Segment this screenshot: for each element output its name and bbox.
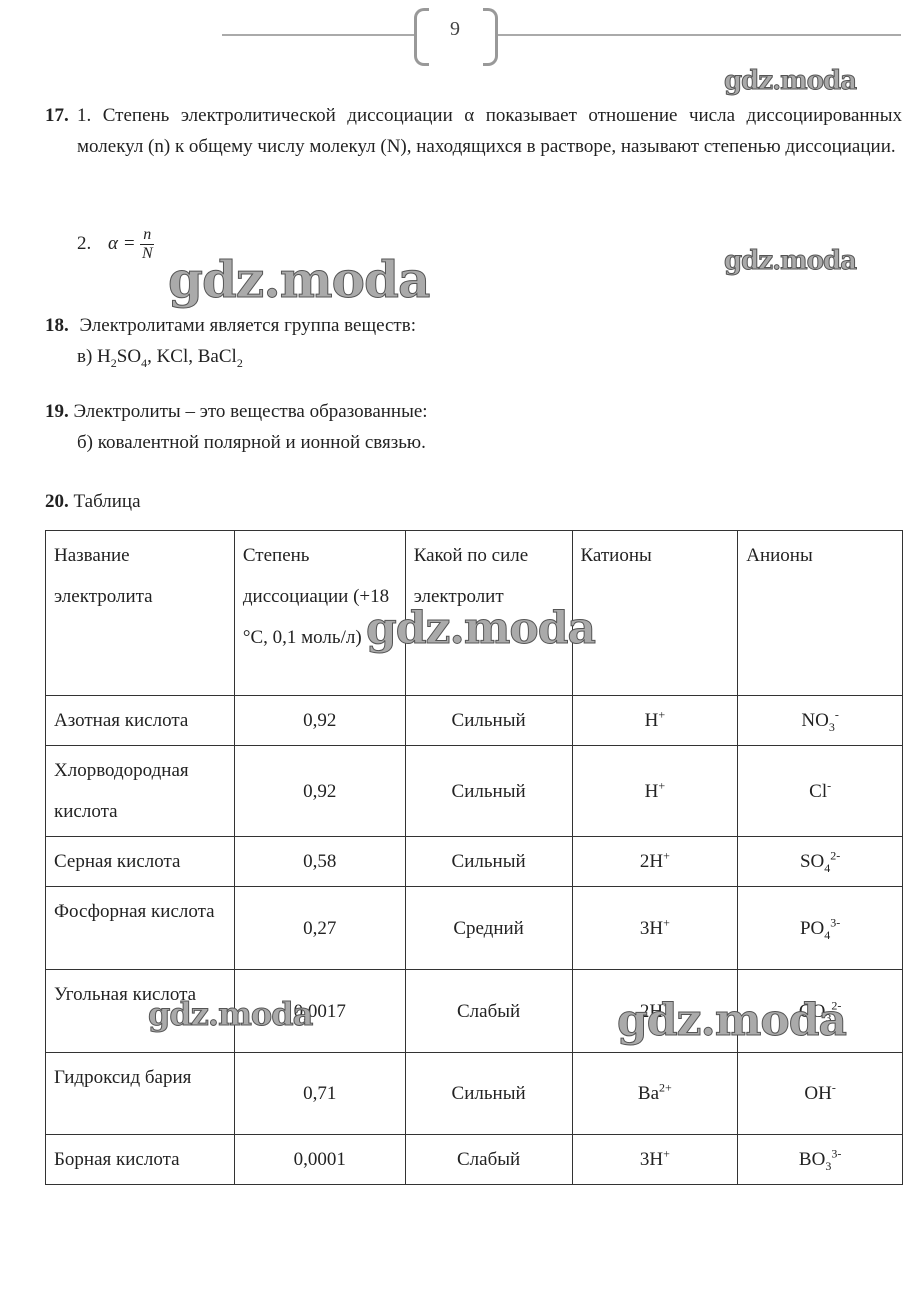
electrolyte-name: Азотная кислота <box>45 695 235 746</box>
q17-part1: 1. Степень электролитической диссоциации… <box>77 105 902 157</box>
electrolyte-name: Серная кислота <box>45 836 235 887</box>
question-number: 18. <box>45 315 69 336</box>
dissociation-degree: 0,92 <box>233 695 406 746</box>
dissociation-degree: 0,92 <box>233 745 406 837</box>
cation: 3H+ <box>571 1134 739 1185</box>
dissociation-degree: 0,27 <box>233 886 406 970</box>
strength: Сильный <box>404 745 573 837</box>
table-row: Борная кислота 0,0001 Слабый 3H+ BO33- <box>45 1134 903 1185</box>
table-row: Фосфорная кислота 0,27 Средний 3H+ PO43- <box>45 886 903 970</box>
q19: 19. Электролиты – это вещества образован… <box>45 396 428 458</box>
electrolyte-name: Хлорводородная кислота <box>45 745 235 837</box>
table-row: Серная кислота 0,58 Сильный 2H+ SO42- <box>45 836 903 887</box>
dissociation-degree: 0,58 <box>233 836 406 887</box>
question-number: 20. <box>45 491 69 512</box>
dissociation-degree: 0,0001 <box>233 1134 406 1185</box>
q19-answer: б) ковалентной полярной и ионной связью. <box>77 432 426 453</box>
watermark: gdz.moda <box>616 995 847 1047</box>
dissociation-degree: 0,71 <box>233 1052 406 1135</box>
q18-text: Электролитами является группа веществ: <box>79 315 416 336</box>
strength: Средний <box>404 886 573 970</box>
strength: Слабый <box>404 969 573 1053</box>
header-cell: Катионы <box>571 530 739 696</box>
anion: Cl- <box>737 745 903 837</box>
question-number: 17. <box>45 105 69 126</box>
table-row: Гидроксид бария 0,71 Сильный Ba2+ OH- <box>45 1052 903 1135</box>
page-number: 9 <box>450 18 460 40</box>
q20-title: Таблица <box>73 491 141 512</box>
formula-label: 2. <box>77 232 92 254</box>
dissociation-degree: 0,0017 <box>233 969 406 1053</box>
cation: H+ <box>571 745 739 837</box>
strength: Сильный <box>404 836 573 887</box>
anion: SO42- <box>737 836 903 887</box>
electrolyte-table: Название электролита Степень диссоциации… <box>45 530 903 1185</box>
cation: 2H+ <box>571 836 739 887</box>
page-bracket-left <box>414 8 429 66</box>
question-number: 19. <box>45 401 69 422</box>
header-cell: Название электролита <box>45 530 235 696</box>
header-cell: Какой по силе электролит <box>404 530 573 696</box>
cation: H+ <box>571 695 739 746</box>
cation: Ba2+ <box>571 1052 739 1135</box>
anion: CO32- <box>737 969 903 1053</box>
numerator: n <box>140 226 155 245</box>
header-rule-left <box>222 34 415 36</box>
header-cell: Анионы <box>737 530 903 696</box>
denominator: N <box>141 245 153 262</box>
anion: OH- <box>737 1052 903 1135</box>
electrolyte-name: Угольная кислота <box>45 969 235 1053</box>
cation: 3H+ <box>571 886 739 970</box>
watermark: gdz.moda <box>723 246 857 277</box>
table-row: Угольная кислота 0,0017 Слабый 2H+ CO32- <box>45 969 903 1053</box>
strength: Слабый <box>404 1134 573 1185</box>
table-row: Азотная кислота 0,92 Сильный H+ NO3- <box>45 695 903 746</box>
q18: 18. Электролитами является группа вещест… <box>45 310 416 372</box>
strength: Сильный <box>404 695 573 746</box>
strength: Сильный <box>404 1052 573 1135</box>
page-bracket-right <box>483 8 498 66</box>
q18-answer: в) H2SO4, KCl, BaCl2 <box>77 346 243 370</box>
cation: 2H+ <box>571 969 739 1053</box>
electrolyte-name: Борная кислота <box>45 1134 235 1185</box>
q20: 20. Таблица <box>45 486 141 517</box>
anion: PO43- <box>737 886 903 970</box>
anion: NO3- <box>737 695 903 746</box>
table-header-row: Название электролита Степень диссоциации… <box>45 530 903 696</box>
watermark: gdz.moda <box>147 995 313 1034</box>
electrolyte-name: Фосфорная кислота <box>45 886 235 970</box>
watermark: gdz.moda <box>167 250 430 310</box>
formula-lhs: α = <box>108 232 136 254</box>
electrolyte-name: Гидроксид бария <box>45 1052 235 1135</box>
watermark: gdz.moda <box>365 603 596 655</box>
watermark: gdz.moda <box>723 66 857 97</box>
table-row: Хлорводородная кислота 0,92 Сильный H+ Cl- <box>45 745 903 837</box>
anion: BO33- <box>737 1134 903 1185</box>
q19-text: Электролиты – это вещества образованные: <box>73 401 428 422</box>
header-cell: Степень диссоциации (+18 °C, 0,1 моль/л) <box>233 530 406 696</box>
header-rule-right <box>497 34 901 36</box>
